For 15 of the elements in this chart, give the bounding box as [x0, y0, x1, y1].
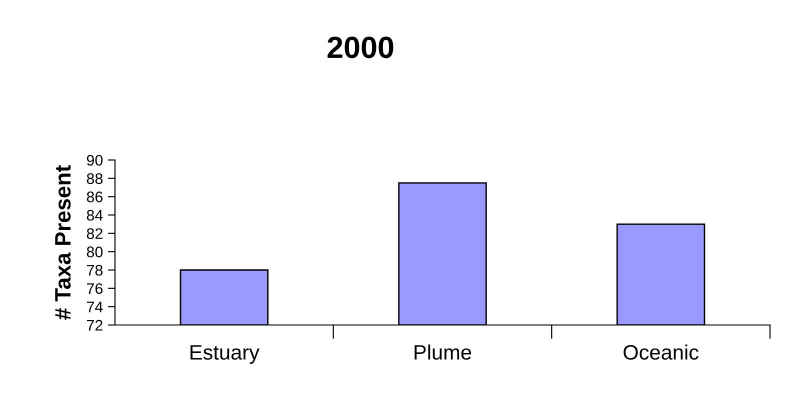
x-tick-label: Estuary	[190, 345, 260, 364]
y-tick-label: 86	[86, 192, 103, 202]
y-tick-label: 76	[86, 283, 103, 294]
y-axis-title: # Taxa Present	[55, 165, 71, 320]
x-tick-label: Oceanic	[624, 344, 698, 360]
y-tick-label: 78	[86, 264, 103, 276]
y-tick-label: 82	[86, 228, 102, 240]
y-tick-label: 88	[86, 173, 103, 184]
x-tick-label: Plume	[414, 344, 472, 360]
chart-title: 2000	[328, 36, 394, 58]
y-tick-label: 80	[86, 246, 103, 258]
y-tick-label: 72	[86, 320, 102, 331]
y-tick-label: 84	[86, 210, 103, 221]
y-tick-label: 90	[86, 154, 103, 166]
y-tick-label: 74	[86, 302, 103, 312]
